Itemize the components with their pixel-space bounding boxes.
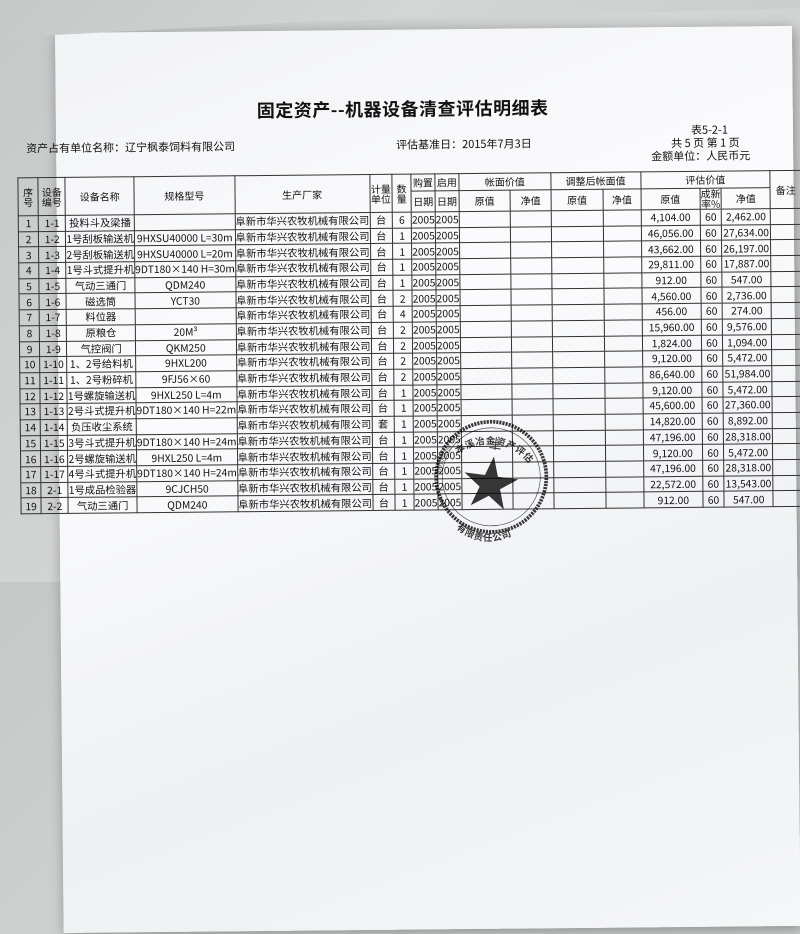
svg-text:有限责任公司: 有限责任公司: [453, 519, 515, 548]
svg-text:9101CD0800: 9101CD0800: [436, 443, 454, 475]
